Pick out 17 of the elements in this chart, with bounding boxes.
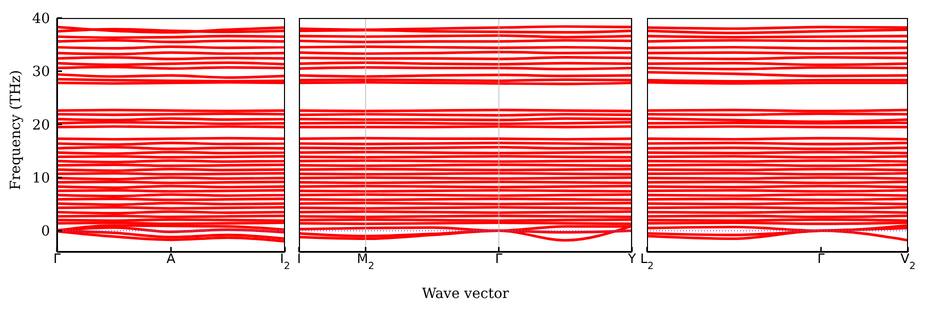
x-tick-label: V$_{2}$ — [900, 252, 916, 272]
x-tick-label: Γ — [495, 252, 504, 267]
x-tick-label: Y — [627, 252, 636, 267]
y-tick-label: 10 — [32, 170, 50, 187]
x-tick-label: M$_{2}$ — [356, 252, 374, 272]
y-axis-title: Frequency (THz) — [8, 70, 24, 190]
y-tick-label: 40 — [32, 10, 50, 27]
x-tick-label: I$_{2}$ — [280, 252, 290, 272]
y-tick-label: 30 — [32, 64, 50, 80]
x-tick-label: Γ — [817, 252, 826, 267]
x-tick-label: L$_{2}$ — [640, 252, 654, 272]
y-tick-label: 20 — [32, 117, 50, 134]
y-tick-label: 0 — [41, 224, 50, 240]
x-tick-label: I — [297, 252, 301, 267]
x-axis-title: Wave vector — [422, 286, 510, 302]
x-tick-label: Γ — [53, 252, 62, 267]
x-tick-label: A — [166, 252, 176, 267]
